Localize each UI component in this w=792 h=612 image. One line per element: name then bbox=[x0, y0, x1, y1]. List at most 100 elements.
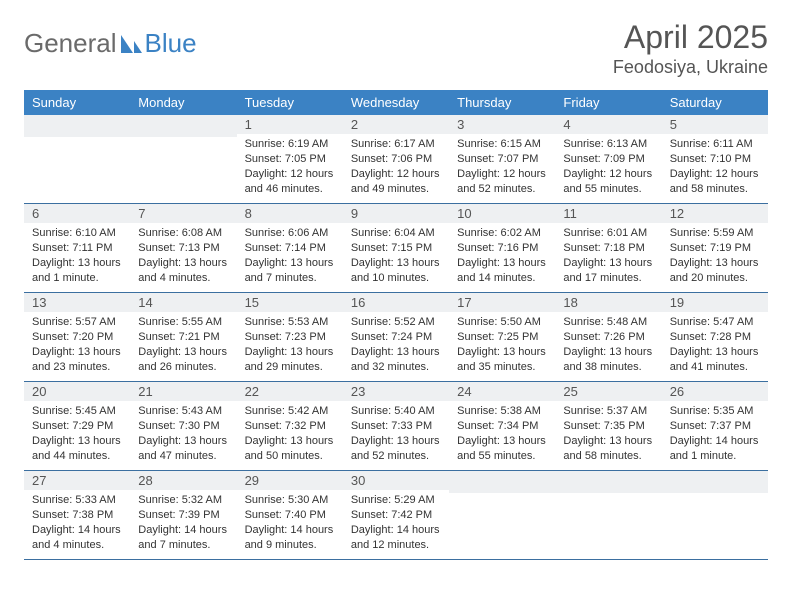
sunset-text: Sunset: 7:05 PM bbox=[245, 152, 335, 167]
day-details: Sunrise: 6:04 AMSunset: 7:15 PMDaylight:… bbox=[343, 223, 449, 289]
calendar-day-cell bbox=[555, 471, 661, 560]
sunset-text: Sunset: 7:28 PM bbox=[670, 330, 760, 345]
day-details: Sunrise: 5:43 AMSunset: 7:30 PMDaylight:… bbox=[130, 401, 236, 467]
day-number: 5 bbox=[662, 115, 768, 134]
day-details: Sunrise: 6:02 AMSunset: 7:16 PMDaylight:… bbox=[449, 223, 555, 289]
day-number: 6 bbox=[24, 204, 130, 223]
day-number: 26 bbox=[662, 382, 768, 401]
daylight-text: Daylight: 13 hours and 50 minutes. bbox=[245, 434, 335, 464]
day-number: 9 bbox=[343, 204, 449, 223]
calendar-week-row: 20Sunrise: 5:45 AMSunset: 7:29 PMDayligh… bbox=[24, 382, 768, 471]
weekday-header: Sunday bbox=[24, 90, 130, 115]
day-number bbox=[555, 471, 661, 493]
day-number: 29 bbox=[237, 471, 343, 490]
calendar-day-cell bbox=[662, 471, 768, 560]
weekday-header: Monday bbox=[130, 90, 236, 115]
sunrise-text: Sunrise: 6:01 AM bbox=[563, 226, 653, 241]
daylight-text: Daylight: 13 hours and 55 minutes. bbox=[457, 434, 547, 464]
day-details: Sunrise: 5:52 AMSunset: 7:24 PMDaylight:… bbox=[343, 312, 449, 378]
calendar-day-cell: 12Sunrise: 5:59 AMSunset: 7:19 PMDayligh… bbox=[662, 204, 768, 293]
day-details: Sunrise: 5:38 AMSunset: 7:34 PMDaylight:… bbox=[449, 401, 555, 467]
calendar-day-cell: 19Sunrise: 5:47 AMSunset: 7:28 PMDayligh… bbox=[662, 293, 768, 382]
sunset-text: Sunset: 7:20 PM bbox=[32, 330, 122, 345]
sunrise-text: Sunrise: 5:30 AM bbox=[245, 493, 335, 508]
daylight-text: Daylight: 14 hours and 1 minute. bbox=[670, 434, 760, 464]
sunrise-text: Sunrise: 5:38 AM bbox=[457, 404, 547, 419]
calendar-week-row: 6 Sunrise: 6:10 AMSunset: 7:11 PM Daylight… bbox=[24, 204, 768, 293]
sunrise-text: Sunrise: 5:53 AM bbox=[245, 315, 335, 330]
calendar-day-cell: 28Sunrise: 5:32 AMSunset: 7:39 PMDayligh… bbox=[130, 471, 236, 560]
day-details: Sunrise: 6:19 AMSunset: 7:05 PMDaylight:… bbox=[237, 134, 343, 200]
sunset-text: Sunset: 7:18 PM bbox=[563, 241, 653, 256]
sunset-text: Sunset: 7:21 PM bbox=[138, 330, 228, 345]
calendar-body: 1Sunrise: 6:19 AMSunset: 7:05 PMDaylight… bbox=[24, 115, 768, 560]
sunset-text: Sunset: 7:11 PM bbox=[32, 241, 122, 256]
calendar-day-cell: 24Sunrise: 5:38 AMSunset: 7:34 PMDayligh… bbox=[449, 382, 555, 471]
sunrise-text: Sunrise: 5:55 AM bbox=[138, 315, 228, 330]
sunset-text: Sunset: 7:37 PM bbox=[670, 419, 760, 434]
day-number: 18 bbox=[555, 293, 661, 312]
sunset-text: Sunset: 7:32 PM bbox=[245, 419, 335, 434]
calendar-day-cell: 21Sunrise: 5:43 AMSunset: 7:30 PMDayligh… bbox=[130, 382, 236, 471]
day-number: 19 bbox=[662, 293, 768, 312]
sunset-text: Sunset: 7:40 PM bbox=[245, 508, 335, 523]
daylight-text: Daylight: 14 hours and 7 minutes. bbox=[138, 523, 228, 553]
daylight-text: Daylight: 13 hours and 17 minutes. bbox=[563, 256, 653, 286]
calendar-day-cell: 22Sunrise: 5:42 AMSunset: 7:32 PMDayligh… bbox=[237, 382, 343, 471]
calendar-day-cell: 3Sunrise: 6:15 AMSunset: 7:07 PMDaylight… bbox=[449, 115, 555, 204]
daylight-text: Daylight: 13 hours and 58 minutes. bbox=[563, 434, 653, 464]
daylight-text: Daylight: 13 hours and 20 minutes. bbox=[670, 256, 760, 286]
sunrise-text: Sunrise: 6:10 AM bbox=[32, 226, 122, 241]
day-number: 20 bbox=[24, 382, 130, 401]
daylight-text: Daylight: 13 hours and 47 minutes. bbox=[138, 434, 228, 464]
sunrise-text: Sunrise: 5:50 AM bbox=[457, 315, 547, 330]
daylight-text: Daylight: 12 hours and 49 minutes. bbox=[351, 167, 441, 197]
sunset-text: Sunset: 7:35 PM bbox=[563, 419, 653, 434]
sunrise-text: Sunrise: 5:32 AM bbox=[138, 493, 228, 508]
daylight-text: Daylight: 12 hours and 55 minutes. bbox=[563, 167, 653, 197]
sunrise-text: Sunrise: 6:15 AM bbox=[457, 137, 547, 152]
day-number bbox=[24, 115, 130, 137]
sunrise-text: Sunrise: 6:06 AM bbox=[245, 226, 335, 241]
sunset-text: Sunset: 7:14 PM bbox=[245, 241, 335, 256]
daylight-text: Daylight: 13 hours and 10 minutes. bbox=[351, 256, 441, 286]
daylight-text: Daylight: 13 hours and 26 minutes. bbox=[138, 345, 228, 375]
day-details: Sunrise: 5:37 AMSunset: 7:35 PMDaylight:… bbox=[555, 401, 661, 467]
day-number bbox=[130, 115, 236, 137]
sunrise-text: Sunrise: 5:48 AM bbox=[563, 315, 653, 330]
daylight-text: Daylight: 14 hours and 9 minutes. bbox=[245, 523, 335, 553]
daylight-text: Daylight: 13 hours and 23 minutes. bbox=[32, 345, 122, 375]
calendar-day-cell: 16Sunrise: 5:52 AMSunset: 7:24 PMDayligh… bbox=[343, 293, 449, 382]
day-details bbox=[662, 493, 768, 500]
calendar-page: General Blue April 2025 Feodosiya, Ukrai… bbox=[0, 0, 792, 612]
sunset-text: Sunset: 7:13 PM bbox=[138, 241, 228, 256]
sunset-text: Sunset: 7:42 PM bbox=[351, 508, 441, 523]
day-number: 16 bbox=[343, 293, 449, 312]
title-block: April 2025 Feodosiya, Ukraine bbox=[613, 20, 768, 78]
sunset-text: Sunset: 7:39 PM bbox=[138, 508, 228, 523]
daylight-text: Daylight: 12 hours and 46 minutes. bbox=[245, 167, 335, 197]
calendar-day-cell: 17Sunrise: 5:50 AMSunset: 7:25 PMDayligh… bbox=[449, 293, 555, 382]
sunrise-text: Sunrise: 5:52 AM bbox=[351, 315, 441, 330]
day-number: 15 bbox=[237, 293, 343, 312]
day-details bbox=[24, 137, 130, 144]
sunset-text: Sunset: 7:19 PM bbox=[670, 241, 760, 256]
calendar-day-cell: 11 Sunrise: 6:01 AMSunset: 7:18 PMDayligh… bbox=[555, 204, 661, 293]
calendar-week-row: 27Sunrise: 5:33 AMSunset: 7:38 PMDayligh… bbox=[24, 471, 768, 560]
daylight-text: Daylight: 13 hours and 14 minutes. bbox=[457, 256, 547, 286]
sunrise-text: Sunrise: 6:17 AM bbox=[351, 137, 441, 152]
day-details: Sunrise: 5:57 AMSunset: 7:20 PMDaylight:… bbox=[24, 312, 130, 378]
day-number: 27 bbox=[24, 471, 130, 490]
weekday-header: Saturday bbox=[662, 90, 768, 115]
daylight-text: Daylight: 12 hours and 58 minutes. bbox=[670, 167, 760, 197]
brand-logo: General Blue bbox=[24, 20, 197, 59]
day-number bbox=[662, 471, 768, 493]
day-details: Sunrise: 6:06 AMSunset: 7:14 PMDaylight:… bbox=[237, 223, 343, 289]
daylight-text: Daylight: 14 hours and 4 minutes. bbox=[32, 523, 122, 553]
day-number: 11 bbox=[555, 204, 661, 223]
sunset-text: Sunset: 7:26 PM bbox=[563, 330, 653, 345]
calendar-day-cell: 18Sunrise: 5:48 AMSunset: 7:26 PMDayligh… bbox=[555, 293, 661, 382]
sunset-text: Sunset: 7:16 PM bbox=[457, 241, 547, 256]
day-number: 22 bbox=[237, 382, 343, 401]
day-details: Sunrise: 5:47 AMSunset: 7:28 PMDaylight:… bbox=[662, 312, 768, 378]
